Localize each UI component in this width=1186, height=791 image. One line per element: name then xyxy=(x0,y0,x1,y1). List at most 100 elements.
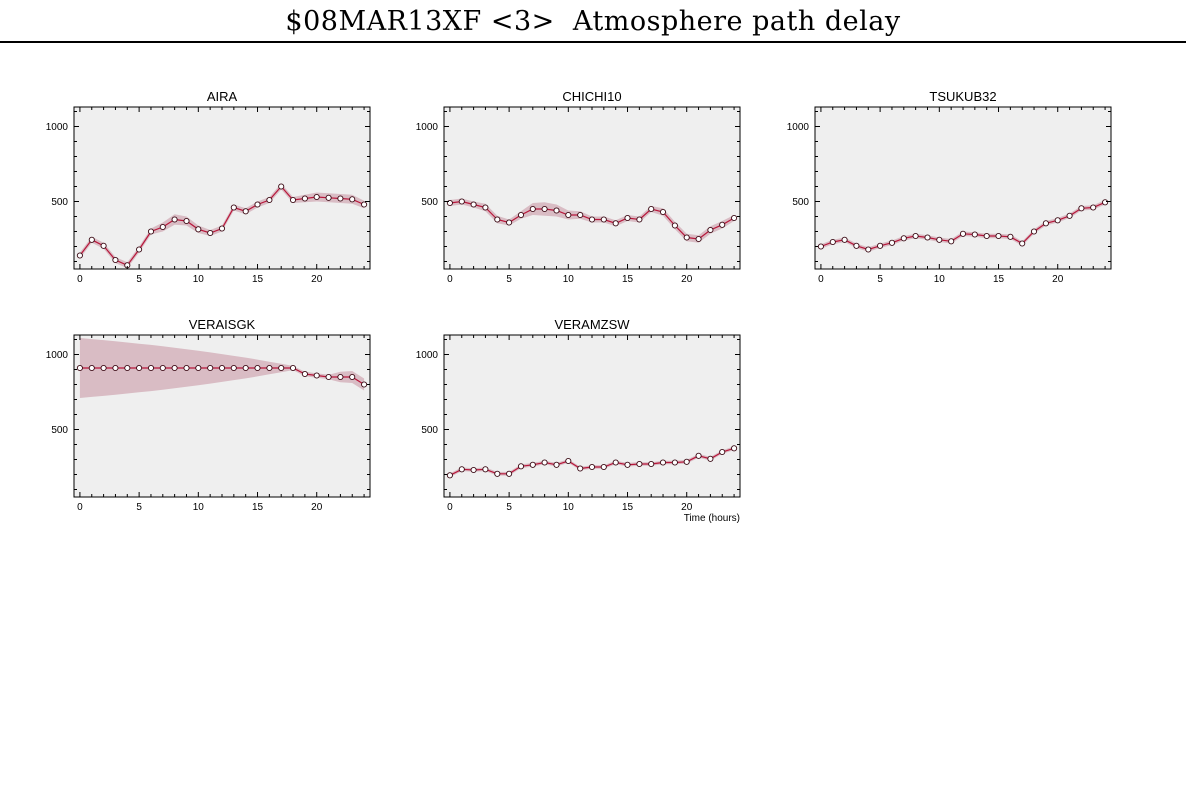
data-point xyxy=(865,246,872,253)
data-point xyxy=(147,228,155,235)
data-point xyxy=(624,214,631,222)
data-point xyxy=(337,195,344,202)
x-tick-label: 20 xyxy=(311,274,323,285)
x-tick-label: 0 xyxy=(77,502,83,513)
data-point xyxy=(936,236,943,243)
x-tick-label: 10 xyxy=(193,502,205,513)
data-point xyxy=(136,364,143,372)
data-point xyxy=(659,459,667,466)
y-tick-label: 1000 xyxy=(46,350,69,361)
x-tick-label: 15 xyxy=(252,502,264,513)
y-tick-label: 500 xyxy=(792,197,809,208)
y-tick-label: 1000 xyxy=(416,350,439,361)
data-point xyxy=(683,234,690,241)
data-point xyxy=(683,458,690,465)
data-point xyxy=(1030,228,1038,235)
data-point xyxy=(541,205,548,213)
data-point xyxy=(313,193,320,201)
data-point xyxy=(195,364,202,372)
data-point xyxy=(361,201,368,208)
data-point xyxy=(337,373,344,381)
data-point xyxy=(695,452,702,459)
data-point xyxy=(446,472,453,479)
data-point xyxy=(76,364,83,372)
x-tick-label: 5 xyxy=(506,274,512,285)
y-tick-label: 500 xyxy=(421,425,438,436)
data-point xyxy=(829,238,836,246)
data-point xyxy=(183,217,190,225)
data-point xyxy=(719,448,726,456)
data-point xyxy=(588,463,596,471)
chart-panel-0: 0 5 10 15 20 500 1000 AIRA xyxy=(46,89,371,285)
data-point xyxy=(636,460,643,468)
data-point xyxy=(612,220,619,227)
data-point xyxy=(266,196,273,204)
data-point xyxy=(900,235,907,242)
chart-panel-2: 0 5 10 15 20 500 1000 TSUKUB32 xyxy=(787,89,1112,285)
data-point xyxy=(506,470,513,477)
data-point xyxy=(218,364,226,372)
data-point xyxy=(301,195,308,202)
data-point xyxy=(707,226,714,234)
data-point xyxy=(659,208,667,216)
data-point xyxy=(254,364,261,372)
data-point xyxy=(230,364,237,372)
data-point xyxy=(242,208,249,215)
data-point xyxy=(278,364,285,372)
panel-title: CHICHI10 xyxy=(562,89,621,104)
data-point xyxy=(100,364,107,372)
data-point xyxy=(817,243,824,250)
data-point xyxy=(695,235,702,243)
x-tick-label: 15 xyxy=(622,502,634,513)
x-tick-label: 0 xyxy=(447,274,453,285)
data-point xyxy=(112,364,119,372)
data-point xyxy=(600,463,607,471)
data-point xyxy=(912,232,919,240)
data-point xyxy=(218,225,226,232)
data-point xyxy=(577,211,584,219)
x-tick-label: 0 xyxy=(77,274,83,285)
x-tick-label: 20 xyxy=(1052,274,1064,285)
data-point xyxy=(529,205,536,213)
data-point xyxy=(648,460,655,468)
data-point xyxy=(731,445,738,452)
data-point xyxy=(971,231,978,238)
data-point xyxy=(624,461,631,468)
data-point xyxy=(76,252,83,259)
y-tick-label: 500 xyxy=(51,197,68,208)
data-point xyxy=(517,211,525,219)
x-tick-label: 10 xyxy=(934,274,946,285)
data-point xyxy=(1066,212,1073,219)
x-tick-label: 5 xyxy=(877,274,883,285)
data-point xyxy=(458,198,465,205)
data-point xyxy=(948,238,955,245)
y-tick-label: 500 xyxy=(51,425,68,436)
plot-area xyxy=(444,107,740,269)
chart-panel-1: 0 5 10 15 20 500 1000 CHICHI10 xyxy=(416,89,741,285)
data-point xyxy=(541,459,548,466)
y-tick-label: 1000 xyxy=(416,122,439,133)
y-tick-label: 1000 xyxy=(787,122,810,133)
data-point xyxy=(588,216,596,223)
data-point xyxy=(88,364,95,372)
data-point xyxy=(289,364,297,372)
data-point xyxy=(517,463,525,470)
x-tick-label: 15 xyxy=(622,274,634,285)
data-point xyxy=(600,216,607,223)
data-point xyxy=(888,239,896,246)
data-point xyxy=(325,373,332,381)
data-point xyxy=(171,364,178,372)
title-divider xyxy=(0,41,1186,43)
data-point xyxy=(1042,220,1049,227)
data-point xyxy=(983,232,990,240)
data-point xyxy=(361,381,368,388)
data-point xyxy=(159,223,166,231)
x-tick-label: 10 xyxy=(563,274,575,285)
panel-title: VERAMZSW xyxy=(554,317,630,332)
data-point xyxy=(482,204,489,211)
data-point xyxy=(313,372,320,379)
data-point xyxy=(207,364,214,372)
data-point xyxy=(289,196,297,204)
data-point xyxy=(242,364,249,372)
